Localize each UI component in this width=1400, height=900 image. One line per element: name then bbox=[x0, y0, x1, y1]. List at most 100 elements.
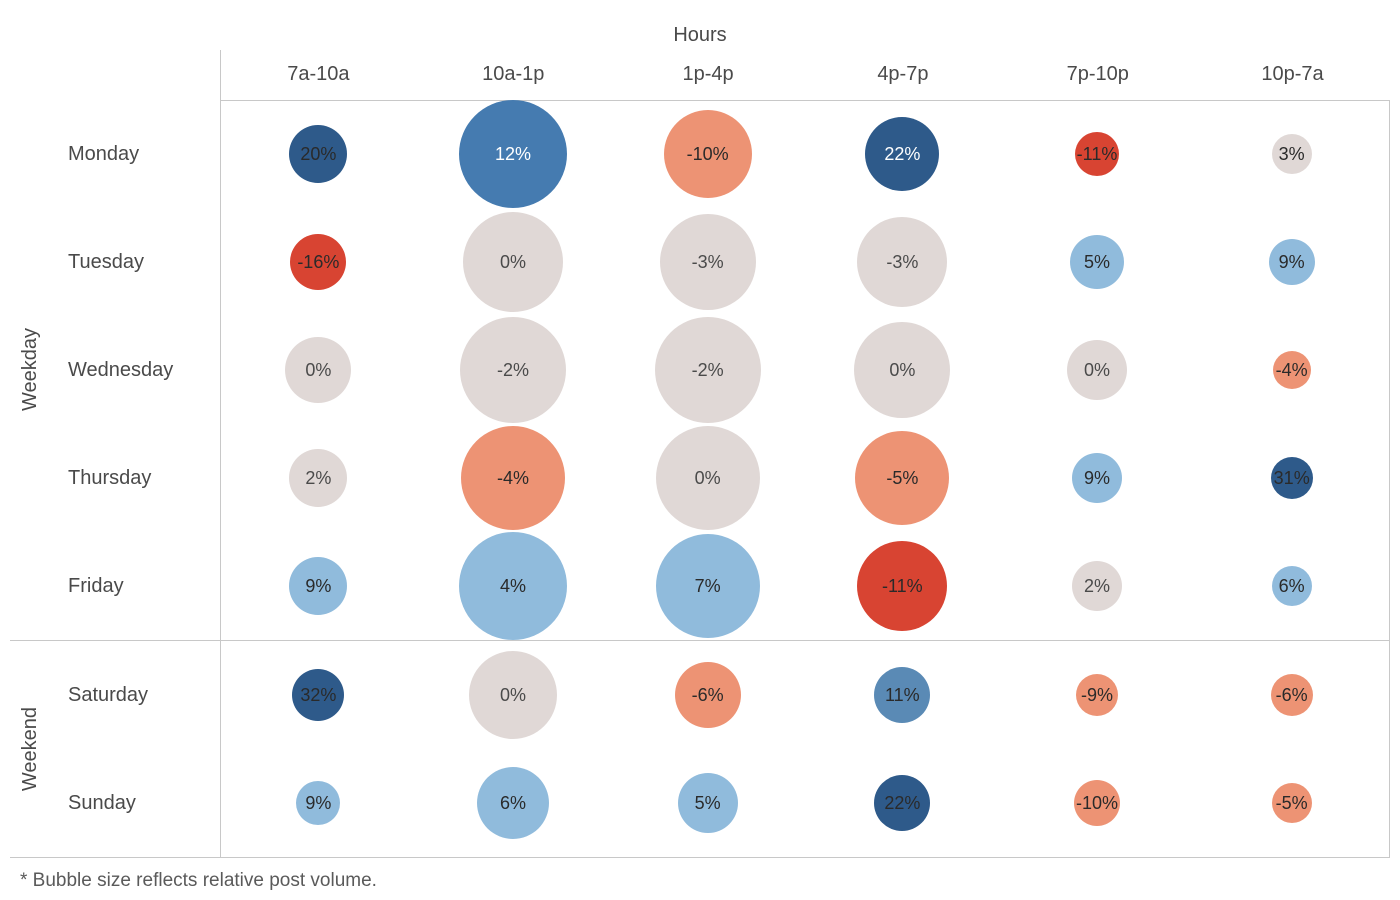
row-label: Thursday bbox=[50, 424, 220, 532]
grid-cell: -3% bbox=[805, 208, 1000, 316]
bubble: 0% bbox=[469, 651, 557, 739]
grid-cell: 7% bbox=[610, 532, 805, 640]
grid-cell: 9% bbox=[1194, 208, 1389, 316]
grid-cell: 9% bbox=[221, 749, 416, 857]
grid-cell: 4% bbox=[416, 532, 611, 640]
columns-axis-title: Hours bbox=[10, 20, 1390, 50]
bubble: 12% bbox=[459, 100, 567, 208]
grid-cell: -2% bbox=[610, 316, 805, 424]
bubble: 22% bbox=[874, 775, 930, 831]
bubble: 5% bbox=[1070, 235, 1124, 289]
bubble: 22% bbox=[865, 117, 939, 191]
grid-cell: 12% bbox=[416, 100, 611, 208]
bubble: -11% bbox=[857, 541, 947, 631]
group-weekend: Weekend SaturdaySunday 32% 0% -6% 11% -9% -6% 9%… bbox=[10, 641, 1390, 858]
bubble: 0% bbox=[656, 426, 760, 530]
bubble: -3% bbox=[660, 214, 756, 310]
bubble: 9% bbox=[1269, 239, 1315, 285]
bubble: -5% bbox=[855, 431, 949, 525]
grid-cell: -6% bbox=[1194, 641, 1389, 749]
bubble-grid: 32%0%-6%11%-9%-6%9%6%5%22%-10%-5% bbox=[221, 641, 1390, 857]
bubble: -5% bbox=[1272, 783, 1312, 823]
row-label: Saturday bbox=[50, 641, 220, 749]
grid-cell: 0% bbox=[416, 208, 611, 316]
grid-cell: 31% bbox=[1194, 424, 1389, 532]
bubble: 0% bbox=[1067, 340, 1127, 400]
group-label-column: Weekday bbox=[10, 100, 50, 640]
grid-cell: 9% bbox=[221, 532, 416, 640]
bubble: 11% bbox=[874, 667, 930, 723]
row-label: Wednesday bbox=[50, 316, 220, 424]
column-header: 7p-10p bbox=[1000, 50, 1195, 100]
grid-row: 0% -2% -2% 0% 0% -4% bbox=[221, 316, 1389, 424]
column-headers: 7a-10a10a-1p1p-4p4p-7p7p-10p10p-7a bbox=[221, 50, 1390, 101]
bubble: 2% bbox=[1072, 561, 1122, 611]
grid-cell: 3% bbox=[1194, 100, 1389, 208]
group-label-column: Weekend bbox=[10, 641, 50, 857]
grid-cell: 0% bbox=[221, 316, 416, 424]
grid-cell: -5% bbox=[1194, 749, 1389, 857]
bubble: 4% bbox=[459, 532, 567, 640]
grid-cell: -4% bbox=[1194, 316, 1389, 424]
grid-cell: 6% bbox=[1194, 532, 1389, 640]
row-label-column: MondayTuesdayWednesdayThursdayFriday bbox=[50, 100, 221, 640]
column-header-row: 7a-10a10a-1p1p-4p4p-7p7p-10p10p-7a bbox=[10, 50, 1390, 100]
bubble: 9% bbox=[296, 781, 340, 825]
bubble: -11% bbox=[1075, 132, 1119, 176]
grid-row: 9% 4% 7% -11% 2% 6% bbox=[221, 532, 1389, 640]
group-label: Weekend bbox=[19, 707, 42, 791]
bubble: 0% bbox=[854, 322, 950, 418]
grid-cell: -5% bbox=[805, 424, 1000, 532]
bubble: 31% bbox=[1271, 457, 1313, 499]
grid-cell: -16% bbox=[221, 208, 416, 316]
row-label: Monday bbox=[50, 100, 220, 208]
bubble: 32% bbox=[292, 669, 344, 721]
grid-cell: 0% bbox=[805, 316, 1000, 424]
grid-row: 2% -4% 0% -5% 9% 31% bbox=[221, 424, 1389, 532]
bubble: 5% bbox=[678, 773, 738, 833]
bubble: -10% bbox=[664, 110, 752, 198]
bubble: -6% bbox=[1271, 674, 1313, 716]
grid-cell: 32% bbox=[221, 641, 416, 749]
grid-cell: 6% bbox=[416, 749, 611, 857]
bubble: -3% bbox=[857, 217, 947, 307]
bubble: -4% bbox=[461, 426, 565, 530]
grid-cell: -6% bbox=[610, 641, 805, 749]
grid-cell: 0% bbox=[416, 641, 611, 749]
column-header: 7a-10a bbox=[221, 50, 416, 100]
bubble: -2% bbox=[655, 317, 761, 423]
bubble: -9% bbox=[1076, 674, 1118, 716]
grid-cell: -11% bbox=[805, 532, 1000, 640]
grid-cell: 2% bbox=[1000, 532, 1195, 640]
grid-cell: 22% bbox=[805, 100, 1000, 208]
grid-cell: 0% bbox=[610, 424, 805, 532]
grid-cell: 11% bbox=[805, 641, 1000, 749]
grid-cell: 5% bbox=[1000, 208, 1195, 316]
bubble: 3% bbox=[1272, 134, 1312, 174]
row-label: Tuesday bbox=[50, 208, 220, 316]
row-label-column: SaturdaySunday bbox=[50, 641, 221, 857]
grid-cell: -11% bbox=[1000, 100, 1195, 208]
bubble: -2% bbox=[460, 317, 566, 423]
grid-row: 9%6%5%22%-10%-5% bbox=[221, 749, 1389, 857]
group-weekday: WeekdayMondayTuesdayWednesdayThursdayFri… bbox=[10, 100, 1390, 641]
grid-row: 32% 0% -6% 11% -9% -6% bbox=[221, 641, 1389, 749]
grid-cell: -3% bbox=[610, 208, 805, 316]
row-label: Sunday bbox=[50, 749, 220, 857]
groups-container: WeekdayMondayTuesdayWednesdayThursdayFri… bbox=[10, 100, 1390, 858]
bubble: 6% bbox=[1272, 566, 1312, 606]
bubble: 0% bbox=[285, 337, 351, 403]
row-label: Friday bbox=[50, 532, 220, 640]
bubble: 9% bbox=[289, 557, 347, 615]
column-header: 10a-1p bbox=[416, 50, 611, 100]
grid-cell: -10% bbox=[610, 100, 805, 208]
grid-cell: 20% bbox=[221, 100, 416, 208]
bubble: 9% bbox=[1072, 453, 1122, 503]
bubble: 2% bbox=[289, 449, 347, 507]
grid-cell: 22% bbox=[805, 749, 1000, 857]
column-header: 10p-7a bbox=[1195, 50, 1390, 100]
grid-row: -16%0% -3% -3% 5% 9% bbox=[221, 208, 1389, 316]
bubble-grid: 20%12%-10%22%-11%3%-16%0%-3%-3%5%9%0%-2%… bbox=[221, 100, 1390, 640]
grid-row: 20% 12% -10% 22% -11% 3% bbox=[221, 100, 1389, 208]
grid-cell: -9% bbox=[1000, 641, 1195, 749]
